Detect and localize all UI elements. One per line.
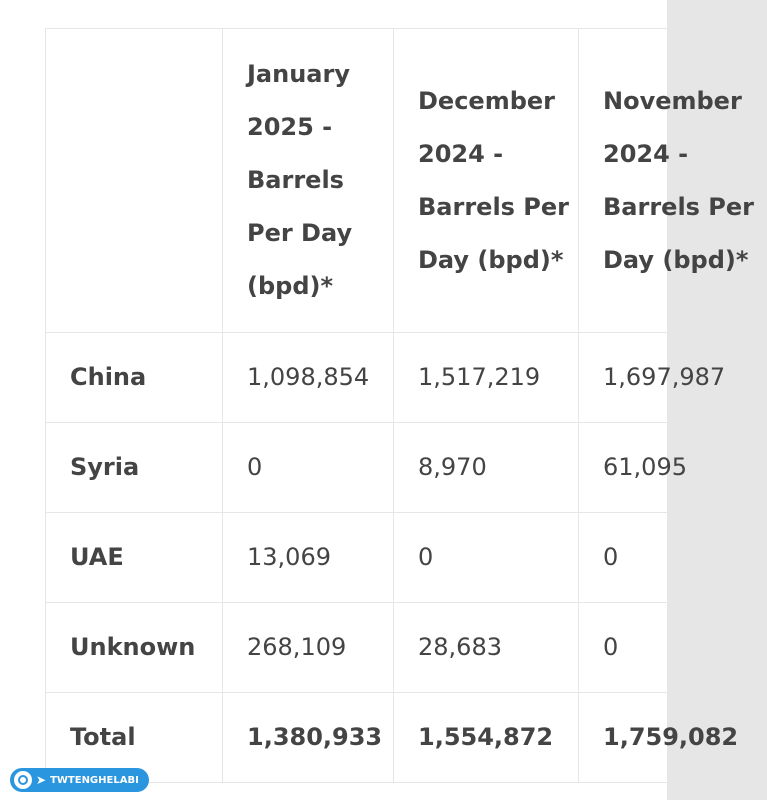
telegram-plane-icon: ➤ bbox=[36, 773, 47, 787]
cell-value: 1,098,854 bbox=[222, 332, 394, 423]
cell-value: 1,697,987 bbox=[578, 332, 767, 423]
cell-value: 0 bbox=[578, 602, 767, 693]
total-row: Total 1,380,933 1,554,872 1,759,082 bbox=[45, 692, 767, 783]
header-november-2024: November 2024 - Barrels Per Day (bpd)* bbox=[578, 28, 767, 333]
watermark-badge: ➤ TWTENGHELABI bbox=[10, 768, 149, 792]
watermark-text: TWTENGHELABI bbox=[50, 774, 139, 786]
header-row: January 2025 - Barrels Per Day (bpd)* De… bbox=[45, 28, 767, 333]
row-label-total: Total bbox=[45, 692, 223, 783]
cell-value: 0 bbox=[578, 512, 767, 603]
cell-total: 1,380,933 bbox=[222, 692, 394, 783]
cell-value: 0 bbox=[222, 422, 394, 513]
row-label-syria: Syria bbox=[45, 422, 223, 513]
cell-value: 8,970 bbox=[393, 422, 579, 513]
header-empty bbox=[45, 28, 223, 333]
table-row: UAE 13,069 0 0 bbox=[45, 512, 767, 603]
header-january-2025: January 2025 - Barrels Per Day (bpd)* bbox=[222, 28, 394, 333]
cell-value: 0 bbox=[393, 512, 579, 603]
row-label-uae: UAE bbox=[45, 512, 223, 603]
oil-exports-table: January 2025 - Barrels Per Day (bpd)* De… bbox=[45, 28, 767, 783]
cell-value: 28,683 bbox=[393, 602, 579, 693]
header-december-2024: December 2024 - Barrels Per Day (bpd)* bbox=[393, 28, 579, 333]
cell-value: 61,095 bbox=[578, 422, 767, 513]
cell-value: 13,069 bbox=[222, 512, 394, 603]
row-label-china: China bbox=[45, 332, 223, 423]
table-row: Unknown 268,109 28,683 0 bbox=[45, 602, 767, 693]
logo-icon bbox=[14, 771, 32, 789]
row-label-unknown: Unknown bbox=[45, 602, 223, 693]
table-row: China 1,098,854 1,517,219 1,697,987 bbox=[45, 332, 767, 423]
cell-total: 1,759,082 bbox=[578, 692, 767, 783]
table-row: Syria 0 8,970 61,095 bbox=[45, 422, 767, 513]
cell-value: 268,109 bbox=[222, 602, 394, 693]
cell-total: 1,554,872 bbox=[393, 692, 579, 783]
cell-value: 1,517,219 bbox=[393, 332, 579, 423]
